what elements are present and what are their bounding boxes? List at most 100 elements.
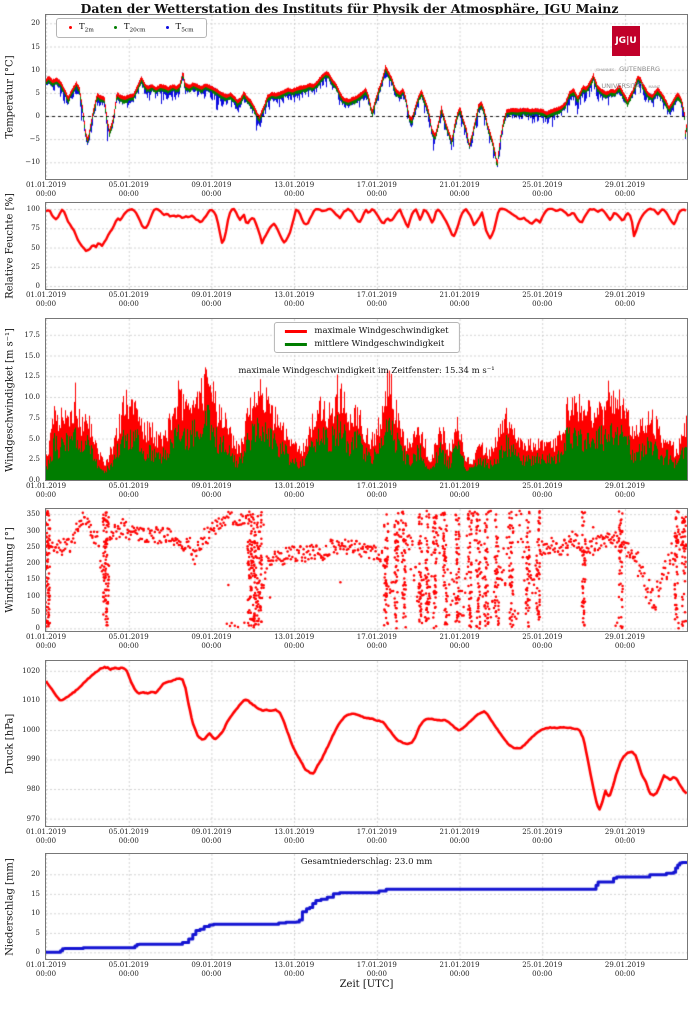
y-tick-label: 12.5	[24, 372, 40, 381]
x-tick-label: 09.01.2019 00:00	[191, 633, 232, 651]
y-tick-label: 10.0	[24, 393, 40, 401]
y-tick-label: 20	[31, 19, 40, 28]
x-tick-label: 29.01.2019 00:00	[604, 961, 645, 979]
x-tick-label: 09.01.2019 00:00	[191, 291, 232, 309]
t20cm-label: T20cm	[123, 22, 146, 34]
wind-direction-plot: Windrichtung [°] 350 300 250 200 150 100 50 0 0…	[5, 508, 688, 650]
y-tick-label: 150	[26, 575, 40, 584]
y-tick-label: 17.5	[24, 330, 40, 339]
x-tick-label: 09.01.2019 00:00	[191, 181, 232, 199]
y-tick-label: 300	[26, 526, 40, 535]
y-tick-label: 5	[35, 88, 40, 97]
temperature-x-ticks: 01.01.2019 00:00 05.01.2019 00:00 09.01.20…	[26, 179, 687, 199]
y-tick-label: −10	[25, 158, 40, 167]
x-tick-label: 01.01.2019 00:00	[25, 482, 67, 500]
x-tick-label: 01.01.2019 00:00	[25, 828, 67, 846]
y-tick-label: 10	[31, 65, 40, 74]
legend-item-t5cm: T5cm	[165, 22, 194, 34]
x-tick-label: 13.01.2019 00:00	[274, 291, 315, 309]
x-tick-label: 05.01.2019 00:00	[108, 633, 149, 651]
x-tick-label: 01.01.2019 00:00	[25, 961, 67, 979]
pressure-plot-canvas	[46, 661, 687, 826]
wind-speed-plot: Windgeschwindigket [m s⁻¹] 17.5 15.0 12.5 1…	[5, 318, 688, 499]
y-tick-label: 0	[35, 948, 40, 957]
y-tick-label: 50	[31, 608, 40, 617]
x-tick-label: 05.01.2019 00:00	[108, 482, 149, 500]
jgu-logo: JG|U JOHANNES GUTENBERG UNIVERSITÄT MAIN…	[592, 26, 660, 92]
t5cm-label: T5cm	[175, 22, 194, 34]
precipitation-x-ticks: 01.01.2019 00:00 05.01.2019 00:00 09.01.20…	[26, 959, 687, 979]
time-axis-label: Zeit [UTC]	[339, 979, 394, 990]
wind-direction-x-ticks: 01.01.2019 00:00 05.01.2019 00:00 09.01.20…	[26, 631, 687, 651]
x-tick-label: 17.01.2019 00:00	[356, 961, 397, 979]
figure-title: Daten der Wetterstation des Instituts fü…	[80, 1, 619, 16]
wind-max-line-icon	[284, 329, 307, 333]
x-tick-label: 21.01.2019 00:00	[439, 482, 480, 500]
jgu-logo-mark-text: JG|U	[615, 36, 637, 46]
y-tick-label: 350	[26, 510, 40, 519]
x-tick-label: 25.01.2019 00:00	[522, 482, 563, 500]
y-tick-label: 990	[26, 755, 40, 764]
x-tick-label: 17.01.2019 00:00	[356, 482, 397, 500]
y-tick-label: 1010	[22, 696, 40, 705]
x-tick-label: 13.01.2019 00:00	[274, 482, 315, 500]
legend-item-wind-max: maximale Windgeschwindigket	[284, 326, 449, 336]
x-tick-label: 13.01.2019 00:00	[274, 181, 315, 199]
t2m-marker-icon	[69, 26, 72, 30]
x-tick-label: 17.01.2019 00:00	[356, 828, 397, 846]
precip-total-annotation: Gesamtniederschlag: 23.0 mm	[300, 857, 433, 867]
y-tick-label: 10	[31, 909, 40, 918]
y-tick-label: 25	[31, 262, 40, 271]
x-tick-label: 21.01.2019 00:00	[439, 291, 480, 309]
y-tick-label: 15	[31, 42, 40, 51]
jgu-logo-universitaet: UNIVERSITÄT	[601, 81, 644, 90]
jgu-logo-text: JOHANNES GUTENBERG UNIVERSITÄT MAINZ	[592, 58, 660, 92]
x-tick-label: 21.01.2019 00:00	[439, 961, 480, 979]
legend-item-wind-mean: mittlere Windgeschwindigkeit	[284, 339, 444, 349]
y-tick-label: 7.5	[28, 413, 40, 422]
x-tick-label: 17.01.2019 00:00	[356, 291, 397, 309]
y-tick-label: 980	[26, 785, 40, 794]
legend-item-t20cm: T20cm	[113, 22, 146, 34]
wind-max-annotation: maximale Windgeschwindigkeit im Zeitfens…	[238, 366, 495, 376]
precipitation-plot: Niederschlag [mm] 20 15 10 5 0 01.01.2019 00…	[5, 853, 688, 978]
humidity-x-ticks: 01.01.2019 00:00 05.01.2019 00:00 09.01.20…	[26, 289, 687, 309]
pressure-y-ticks: 1020 1010 1000 990 980 970	[4, 661, 42, 826]
y-tick-label: 100	[26, 591, 40, 600]
y-tick-label: 0	[35, 281, 40, 290]
x-tick-label: 05.01.2019 00:00	[108, 961, 149, 979]
y-tick-label: 0.0	[28, 476, 40, 484]
y-tick-label: 0	[35, 624, 40, 633]
y-tick-label: 5	[35, 928, 40, 937]
wind-direction-y-ticks: 350 300 250 200 150 100 50 0	[4, 509, 42, 633]
jgu-logo-mainz: MAINZ	[648, 84, 660, 89]
pressure-x-ticks: 01.01.2019 00:00 05.01.2019 00:00 09.01.20…	[26, 826, 687, 846]
humidity-y-ticks: 100 75 50 25 0	[4, 203, 42, 290]
x-tick-label: 01.01.2019 00:00	[25, 291, 67, 309]
x-tick-label: 21.01.2019 00:00	[439, 633, 480, 651]
x-tick-label: 29.01.2019 00:00	[604, 291, 645, 309]
y-tick-label: 50	[31, 243, 40, 252]
t5cm-marker-icon	[165, 26, 169, 30]
y-tick-label: 250	[26, 542, 40, 551]
temperature-plot-canvas	[46, 15, 687, 179]
humidity-plot: Relative Feuchte [%] 100 75 50 25 0 01.01.20…	[5, 193, 688, 308]
x-tick-label: 01.01.2019 00:00	[25, 633, 67, 651]
x-tick-label: 29.01.2019 00:00	[604, 482, 645, 500]
x-tick-label: 29.01.2019 00:00	[604, 181, 645, 199]
legend-item-t2m: T2m	[69, 22, 94, 34]
precipitation-y-ticks: 20 15 10 5 0	[4, 854, 42, 959]
y-tick-label: −5	[29, 135, 40, 144]
wind-speed-y-ticks: 17.5 15.0 12.5 10.0 7.5 5.0 2.5 0.0	[4, 319, 42, 484]
temperature-plot: Temperatur [°C] 20 15 10 5 0 −5 −10 01.01.2019…	[5, 14, 688, 198]
y-tick-label: 15	[31, 889, 40, 898]
x-tick-label: 21.01.2019 00:00	[439, 181, 480, 199]
wind-max-label: maximale Windgeschwindigket	[314, 326, 449, 336]
temperature-y-ticks: 20 15 10 5 0 −5 −10	[4, 15, 42, 179]
y-tick-label: 970	[26, 814, 40, 823]
y-tick-label: 100	[26, 205, 40, 214]
wind-direction-plot-canvas	[46, 509, 687, 631]
temperature-legend: T2m T20cm T5cm	[56, 18, 207, 38]
y-tick-label: 1000	[22, 725, 40, 734]
